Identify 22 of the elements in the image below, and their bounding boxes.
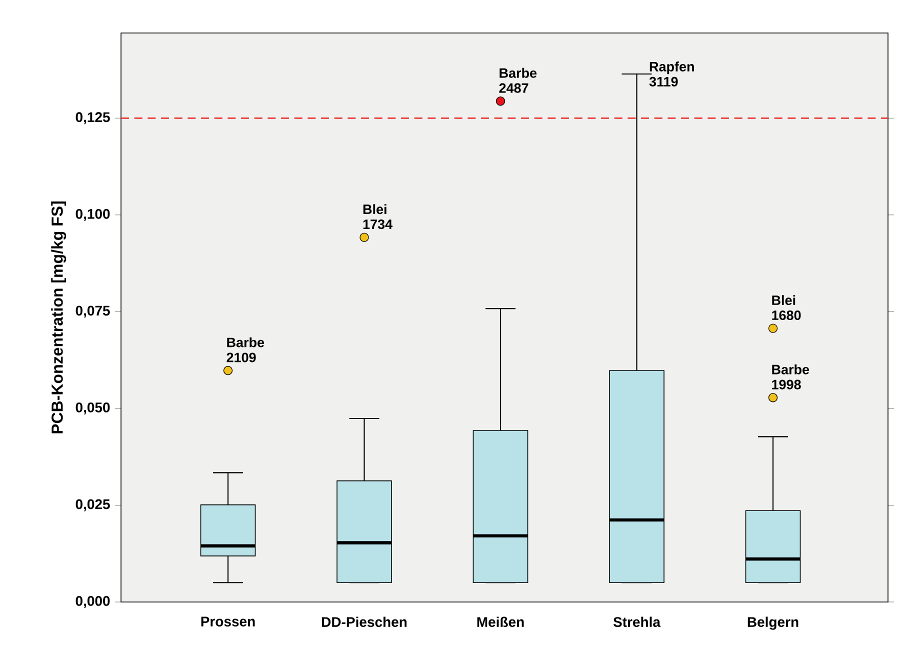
annotation: Rapfen 3119 <box>649 62 694 86</box>
point <box>360 232 369 242</box>
point <box>496 96 506 106</box>
annotation: Barbe 2109 <box>226 337 264 362</box>
annotation: Barbe 1998 <box>772 364 810 390</box>
y-axis-title: PCB-Konzentration [mg/kg FS] <box>51 202 66 434</box>
y-tick-label: 0,125 <box>76 112 110 124</box>
y-tick-label: 0,100 <box>76 208 110 221</box>
annotation: Blei 1734 <box>363 204 392 230</box>
x-tick-label: DD-Pieschen <box>322 616 407 627</box>
y-tick-label: 0,000 <box>76 596 110 608</box>
annotation: Barbe 2487 <box>499 68 537 93</box>
x-tick-label: Strehla <box>613 616 661 627</box>
x-tick-label: Belgern <box>748 616 798 630</box>
annotation: Blei 1680 <box>772 295 801 320</box>
point <box>768 393 778 402</box>
y-tick-label: 0,025 <box>76 499 110 512</box>
point <box>223 366 233 376</box>
x-tick-label: Meißen <box>477 616 524 627</box>
x-tick-label: Prossen <box>201 616 255 626</box>
y-tick-label: 0,075 <box>76 306 110 318</box>
y-tick-label: 0,050 <box>76 402 110 414</box>
